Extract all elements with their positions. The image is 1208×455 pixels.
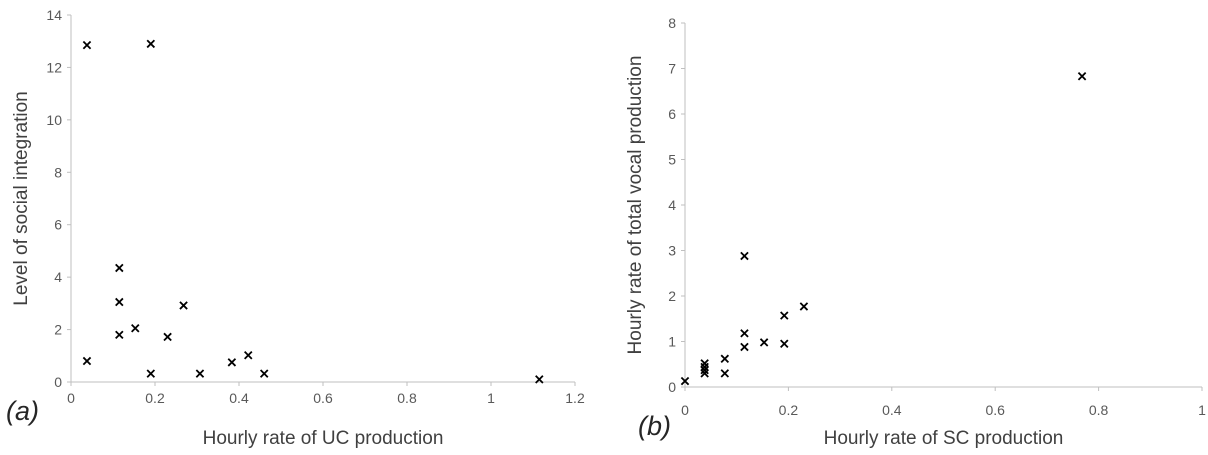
panel-a-x-tick-label: 0.6 [313,390,333,406]
panel-b-y-tick-label: 3 [668,243,676,259]
panel-b-data-point [780,311,789,320]
panel-b-y-tick-label: 8 [668,15,676,31]
panel-b-data-point [700,362,709,372]
panel-a-data-point [227,358,237,367]
panel-a: 0 2 4 6 8 10 12 14 0 0.2 0.4 0.6 0.8 1 1.2 Hourly rate … [6,7,585,449]
panel-a-x-tick-label: 0.4 [229,390,249,406]
panel-a-x-tick-label: 0.2 [145,390,165,406]
panel-b-data-point [720,354,730,364]
panel-a-y-tick-label: 6 [54,217,62,233]
panel-b-y-tick-label: 2 [668,288,676,304]
panel-a-y-tick-label: 14 [46,7,62,23]
panel-a-y-tick-label: 0 [54,374,62,390]
panel-a-x-tick-label: 1.2 [565,390,585,406]
panel-a-data-point [195,369,205,378]
panel-b-y-tick-label: 4 [668,197,676,213]
panel-b-x-axis-title: Hourly rate of SC production [824,428,1064,449]
panel-a-data-point [163,332,172,342]
panel-b-x-tick-label: 1 [1198,402,1206,418]
panel-a-data-point [146,369,156,378]
panel-b-x-tick-label: 0.6 [985,402,1005,418]
panel-a-y-tick-label: 10 [46,112,62,128]
panel-b-x-tick-label: 0 [681,402,689,418]
panel-b-y-axis-title: Hourly rate of total vocal production [625,56,646,355]
panel-b-x-tick-label: 0.2 [779,402,799,418]
panel-a-data-point [146,39,156,49]
panel-b-data-point [740,342,749,352]
panel-a-data-point [535,375,544,384]
panel-b-label: (b) [638,411,671,441]
panel-a-x-tick-label: 0.8 [397,390,417,406]
panel-b-x-tick-label: 0.4 [882,402,902,418]
panel-b-y-tick-label: 0 [668,379,676,395]
panel-b-y-tick-label: 6 [668,106,676,122]
panel-b-y-tick-label: 5 [668,152,676,168]
panel-b-data-point [759,338,769,347]
panel-a-x-tick-label: 1 [487,390,495,406]
panel-b-data-point [700,369,709,378]
panel-a-data-point [259,369,269,378]
panel-a-data-point [82,356,92,366]
panel-a-data-point [244,351,253,360]
panel-b-data-point [780,339,789,349]
panel-a-data-point [115,263,124,273]
panel-a-y-tick-label: 2 [54,322,62,338]
panel-a-y-tick-label: 4 [54,269,62,285]
panel-b-data-point [680,376,690,386]
panel-b-x-tick-label: 0.8 [1089,402,1109,418]
panel-b-data-point [799,302,809,311]
panel-a-data-point [131,324,140,333]
panel-a-data-point [115,330,124,340]
panel-b-data-point [720,369,730,378]
panel-a-y-tick-label: 8 [54,164,62,180]
panel-a-data-point [82,40,92,50]
panel-b-y-tick-label: 1 [668,334,676,350]
panel-a-y-tick-label: 12 [46,59,62,75]
panel-a-y-axis-title: Level of social integration [11,91,32,305]
panel-b-data-point [740,329,749,338]
panel-b: 0 1 2 3 4 5 6 7 8 0 0.2 0.4 0.6 0.8 1 Hourly rate of SC… [625,15,1206,449]
panel-a-x-axis-title: Hourly rate of UC production [203,428,444,449]
panel-b-data-point [740,251,749,261]
panel-a-data-point [179,301,188,310]
panel-b-data-point [1077,71,1087,81]
panel-a-x-tick-label: 0 [67,390,75,406]
panel-b-y-tick-label: 7 [668,61,676,77]
panel-a-data-point [115,297,124,307]
panel-b-data-point [700,365,709,375]
panel-a-label: (a) [6,396,39,426]
